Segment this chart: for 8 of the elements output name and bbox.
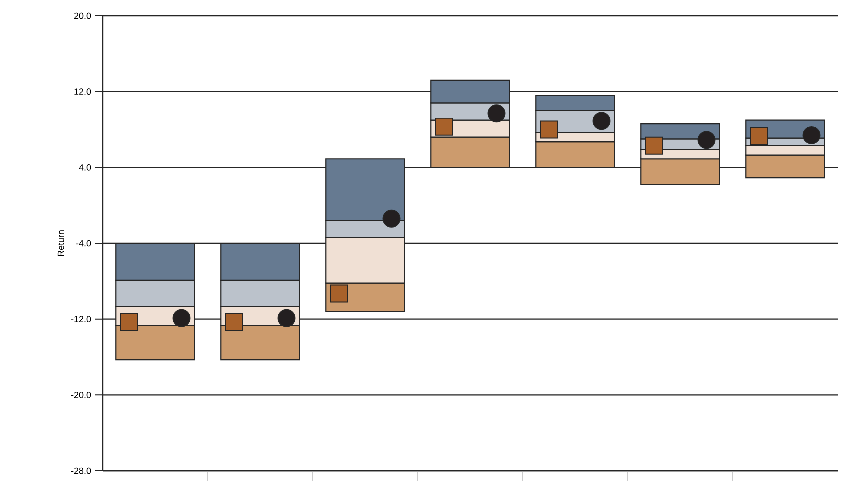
y-tick-label: -28.0 xyxy=(71,468,92,474)
y-tick-label: -4.0 xyxy=(76,240,92,247)
y-tick-label: 4.0 xyxy=(79,164,92,171)
y-axis-title: Return xyxy=(58,230,64,256)
y-tick-label: -20.0 xyxy=(71,392,92,398)
y-tick-label: 20.0 xyxy=(74,12,92,20)
y-tick-label: 12.0 xyxy=(74,88,92,96)
y-tick-label: -12.0 xyxy=(71,316,92,323)
